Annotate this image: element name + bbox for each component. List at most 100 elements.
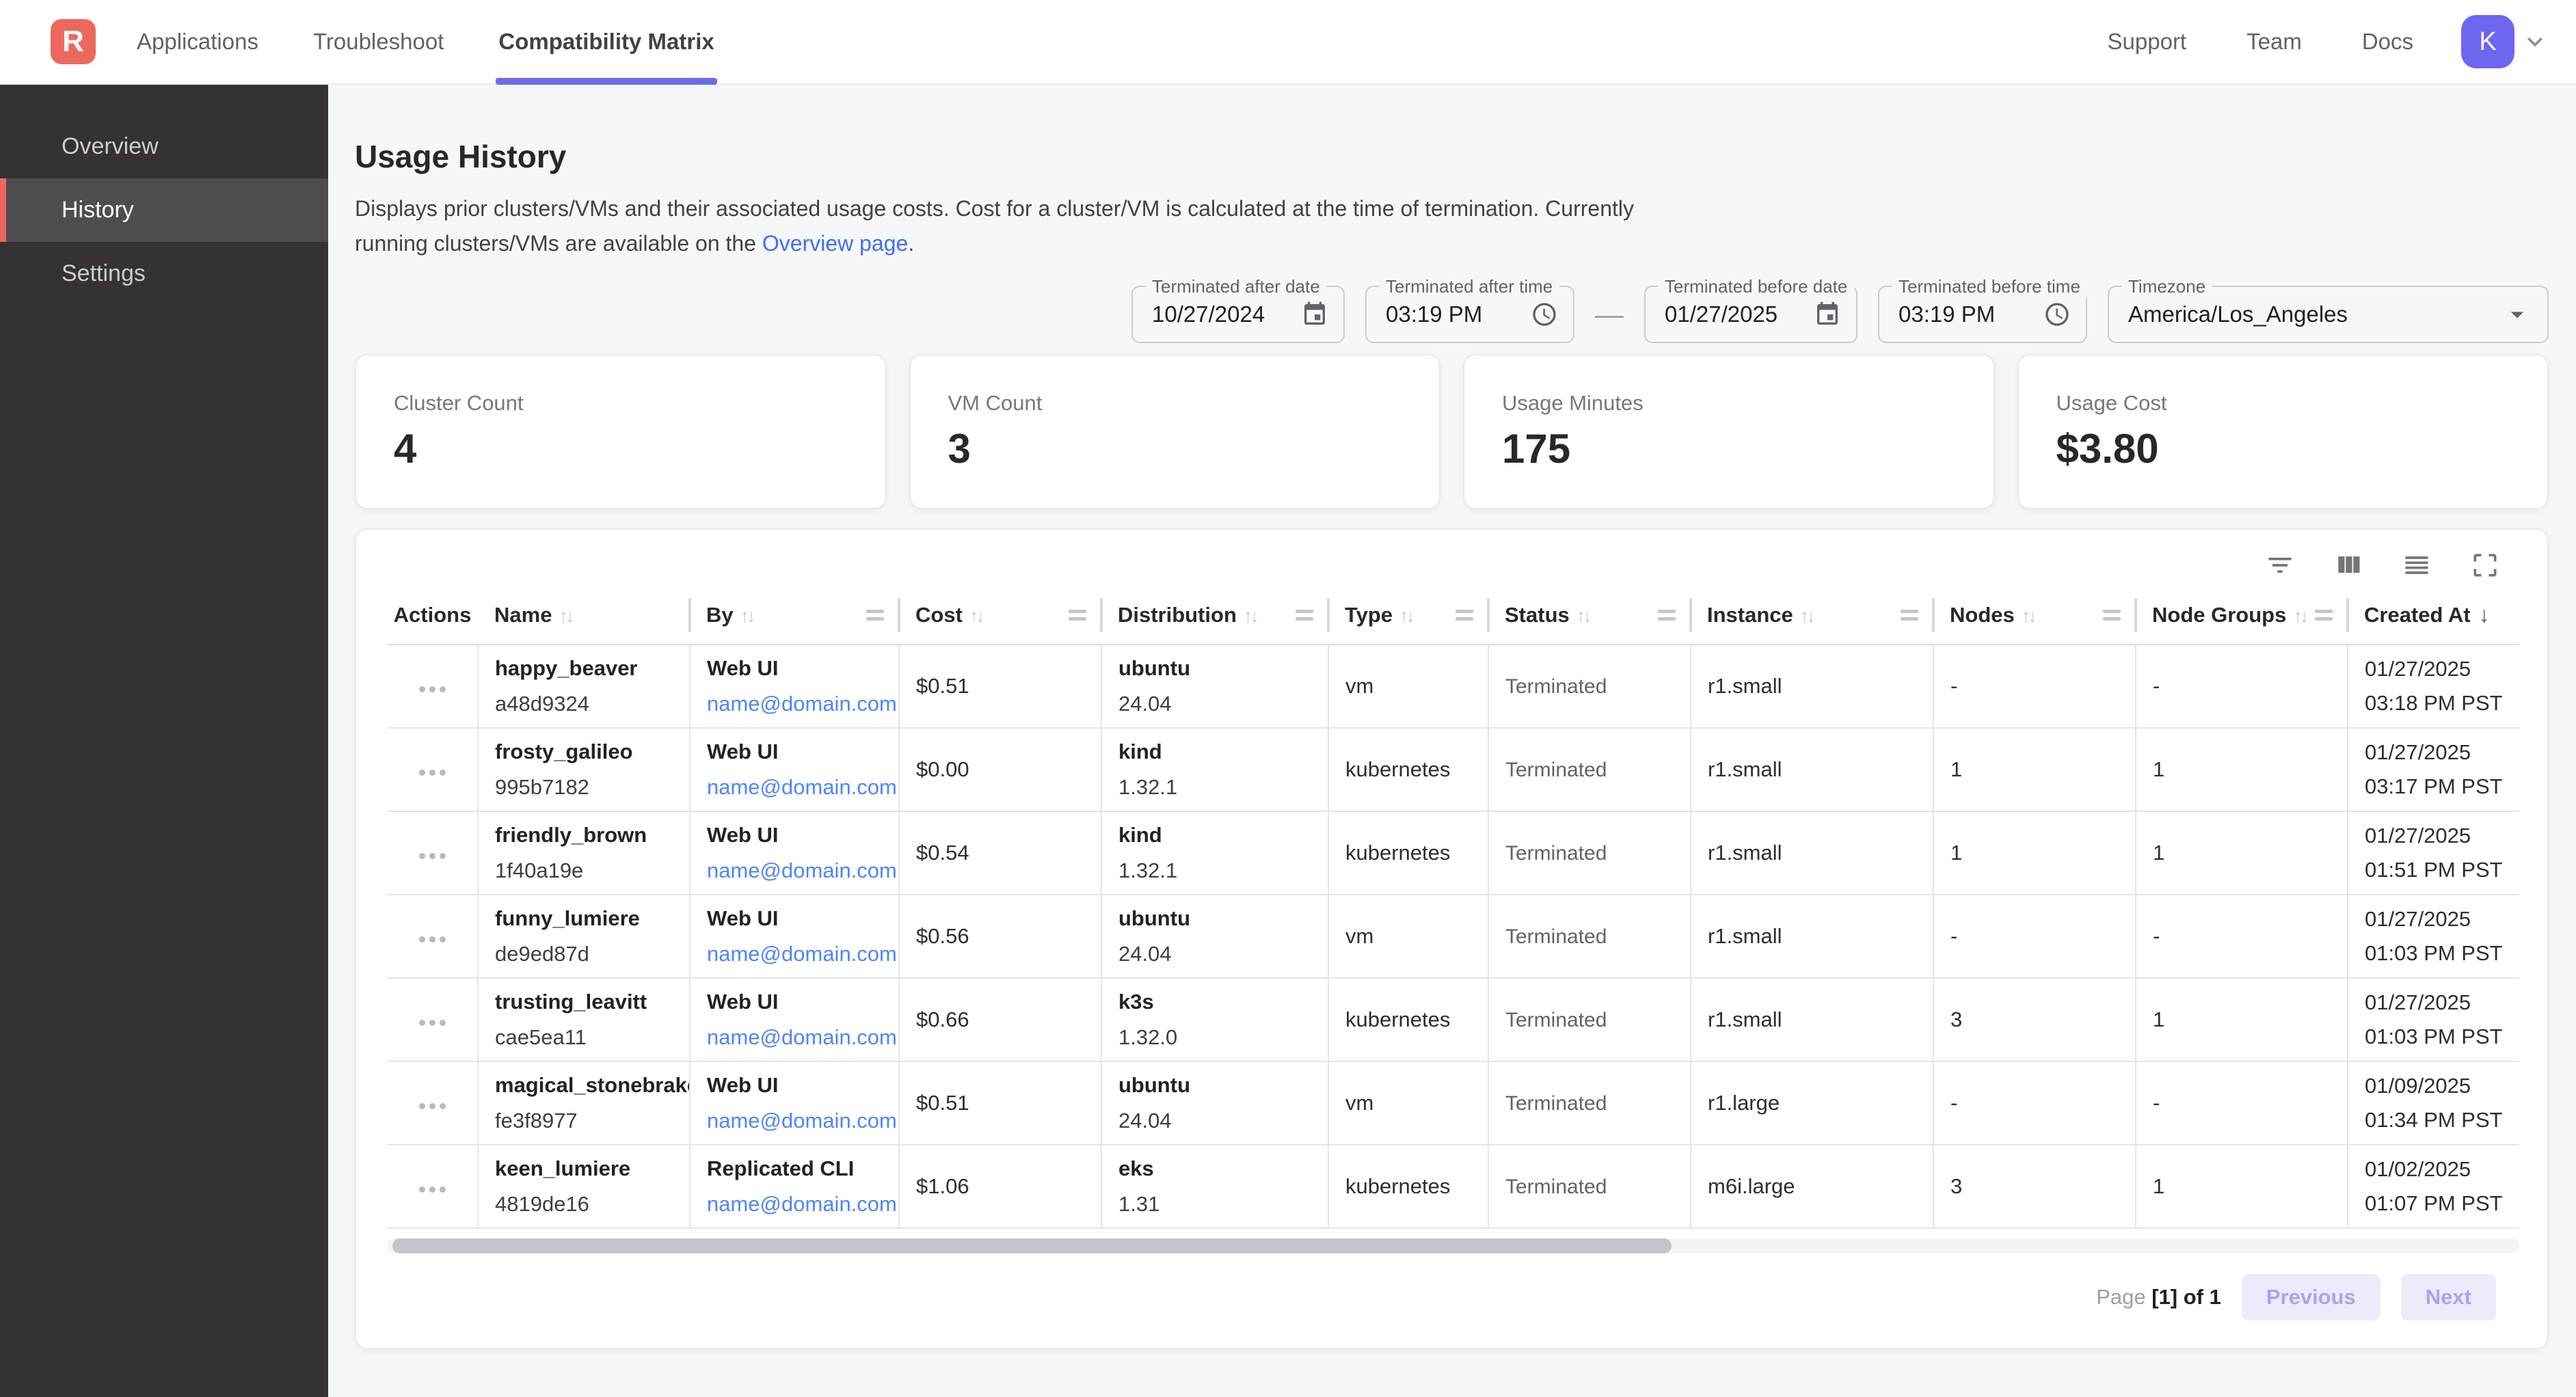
sort-arrows-icon: ↑↓ bbox=[1576, 605, 1592, 626]
terminated-after-date-field[interactable]: Terminated after date 10/27/2024 bbox=[1131, 276, 1345, 344]
terminated-before-time-field[interactable]: Terminated before time 03:19 PM bbox=[1878, 276, 2087, 344]
table-row: friendly_brown 1f40a19e Web UI name@domain.… bbox=[387, 811, 2519, 896]
distribution-name: ubuntu bbox=[1118, 656, 1191, 681]
email-link[interactable]: name@domain.com bbox=[707, 1192, 897, 1217]
column-header-type[interactable]: Type ↑↓ bbox=[1328, 586, 1488, 646]
clock-icon[interactable] bbox=[1531, 301, 1558, 328]
previous-page-button[interactable]: Previous bbox=[2241, 1274, 2380, 1321]
filter-bar: Terminated after date 10/27/2024 Termina… bbox=[355, 276, 2549, 344]
nav-item-compatibility-matrix[interactable]: Compatibility Matrix bbox=[471, 0, 741, 85]
cluster-id: 4819de16 bbox=[495, 1192, 589, 1217]
nav-item-support[interactable]: Support bbox=[2107, 29, 2187, 54]
cell-nodes: - bbox=[1933, 895, 2136, 979]
row-actions-kebab-button[interactable] bbox=[412, 846, 453, 866]
user-avatar[interactable]: K bbox=[2461, 15, 2514, 68]
field-value: 01/27/2025 bbox=[1665, 301, 1778, 327]
cluster-id: de9ed87d bbox=[495, 942, 589, 966]
column-menu-icon[interactable] bbox=[1069, 609, 1086, 621]
status-text: Terminated bbox=[1505, 925, 1607, 949]
created-at-time: 01:07 PM PST bbox=[2365, 1191, 2503, 1216]
calendar-icon[interactable] bbox=[1301, 301, 1328, 328]
timezone-select[interactable]: Timezone America/Los_Angeles bbox=[2108, 276, 2549, 344]
cell-instance: r1.small bbox=[1691, 728, 1934, 813]
nav-item-team[interactable]: Team bbox=[2246, 29, 2302, 54]
cell-cost: $0.00 bbox=[899, 728, 1102, 813]
cell-distribution: eks 1.31 bbox=[1101, 1145, 1329, 1230]
sidebar-item-settings[interactable]: Settings bbox=[62, 260, 146, 286]
column-header-instance[interactable]: Instance ↑↓ bbox=[1691, 586, 1933, 646]
sidebar-item-overview[interactable]: Overview bbox=[62, 133, 159, 159]
column-header-nodes[interactable]: Nodes ↑↓ bbox=[1933, 586, 2136, 646]
column-header-node_groups[interactable]: Node Groups ↑↓ bbox=[2136, 586, 2348, 646]
created-at-date: 01/27/2025 bbox=[2365, 907, 2471, 932]
column-menu-icon[interactable] bbox=[1455, 609, 1473, 621]
table-row: magical_stonebraker fe3f8977 Web UI name@do… bbox=[387, 1061, 2519, 1146]
column-header-status[interactable]: Status ↑↓ bbox=[1488, 586, 1691, 646]
column-header-created_at[interactable]: Created At ↓ bbox=[2348, 586, 2519, 646]
fullscreen-icon[interactable] bbox=[2470, 550, 2500, 580]
logo-letter: R bbox=[62, 25, 84, 58]
density-icon[interactable] bbox=[2402, 550, 2432, 580]
cell-name: funny_lumiere de9ed87d bbox=[478, 895, 690, 979]
email-link[interactable]: name@domain.com bbox=[707, 1109, 897, 1133]
horizontal-scrollbar-thumb[interactable] bbox=[392, 1238, 1672, 1254]
column-menu-icon[interactable] bbox=[1658, 609, 1676, 621]
sidebar: Overview History Settings bbox=[0, 85, 328, 1397]
column-header-label: Name bbox=[494, 602, 552, 627]
column-menu-icon[interactable] bbox=[1901, 609, 1918, 621]
next-page-button[interactable]: Next bbox=[2400, 1274, 2496, 1321]
column-header-by[interactable]: By ↑↓ bbox=[690, 586, 899, 646]
row-actions-kebab-button[interactable] bbox=[412, 1013, 453, 1033]
email-link[interactable]: name@domain.com bbox=[707, 858, 897, 883]
page-title: Usage History bbox=[355, 139, 567, 174]
column-menu-icon[interactable] bbox=[1296, 609, 1313, 621]
cell-cost: $0.51 bbox=[899, 645, 1102, 729]
table-row: frosty_galileo 995b7182 Web UI name@domain.… bbox=[387, 728, 2519, 813]
sort-arrows-icon: ↑↓ bbox=[1799, 605, 1816, 626]
email-link[interactable]: name@domain.com bbox=[707, 1025, 897, 1050]
cell-status: Terminated bbox=[1488, 1061, 1691, 1146]
email-link[interactable]: name@domain.com bbox=[707, 942, 897, 966]
sidebar-item-history[interactable]: History bbox=[0, 178, 328, 242]
date-range-separator: — bbox=[1595, 298, 1624, 331]
cell-instance: r1.large bbox=[1691, 1061, 1934, 1146]
calendar-icon[interactable] bbox=[1814, 301, 1841, 328]
created-at-date: 01/27/2025 bbox=[2365, 990, 2471, 1015]
column-header-cost[interactable]: Cost ↑↓ bbox=[899, 586, 1101, 646]
cell-by: Web UI name@domain.com bbox=[690, 1061, 900, 1146]
dropdown-arrow-icon[interactable] bbox=[2502, 299, 2532, 329]
overview-page-link[interactable]: Overview page bbox=[762, 231, 909, 256]
column-menu-icon[interactable] bbox=[2315, 609, 2333, 621]
nav-item-docs[interactable]: Docs bbox=[2361, 29, 2413, 54]
terminated-before-date-field[interactable]: Terminated before date 01/27/2025 bbox=[1644, 276, 1857, 344]
column-header-distribution[interactable]: Distribution ↑↓ bbox=[1101, 586, 1328, 646]
distribution-name: k3s bbox=[1118, 990, 1154, 1014]
nav-item-applications[interactable]: Applications bbox=[137, 29, 258, 54]
column-menu-icon[interactable] bbox=[2103, 609, 2121, 621]
cell-node_groups: 1 bbox=[2136, 978, 2348, 1063]
email-link[interactable]: name@domain.com bbox=[707, 692, 897, 716]
terminated-after-time-field[interactable]: Terminated after time 03:19 PM bbox=[1365, 276, 1574, 344]
column-menu-icon[interactable] bbox=[866, 609, 884, 621]
distribution-version: 24.04 bbox=[1118, 942, 1172, 966]
row-actions-kebab-button[interactable] bbox=[412, 1096, 453, 1116]
filter-icon[interactable] bbox=[2265, 550, 2295, 580]
cell-created_at: 01/27/2025 01:03 PM PST bbox=[2348, 895, 2519, 979]
email-link[interactable]: name@domain.com bbox=[707, 775, 897, 800]
columns-icon[interactable] bbox=[2333, 550, 2363, 580]
distribution-name: eks bbox=[1118, 1156, 1154, 1181]
chevron-down-icon[interactable] bbox=[2520, 27, 2550, 57]
nav-item-troubleshoot[interactable]: Troubleshoot bbox=[312, 29, 444, 54]
row-actions-kebab-button[interactable] bbox=[412, 930, 453, 949]
created-by-source: Replicated CLI bbox=[707, 1156, 855, 1181]
row-actions-kebab-button[interactable] bbox=[412, 1180, 453, 1199]
row-actions-kebab-button[interactable] bbox=[412, 679, 453, 699]
sort-arrows-icon: ↑↓ bbox=[2021, 605, 2037, 626]
distribution-version: 1.32.0 bbox=[1118, 1025, 1178, 1050]
column-header-name[interactable]: Name ↑↓ bbox=[478, 586, 690, 646]
row-actions-kebab-button[interactable] bbox=[412, 763, 453, 783]
replicated-logo[interactable]: R bbox=[51, 19, 96, 64]
cell-by: Web UI name@domain.com bbox=[690, 728, 900, 813]
clock-icon[interactable] bbox=[2043, 301, 2071, 328]
cell-name: happy_beaver a48d9324 bbox=[478, 645, 690, 729]
